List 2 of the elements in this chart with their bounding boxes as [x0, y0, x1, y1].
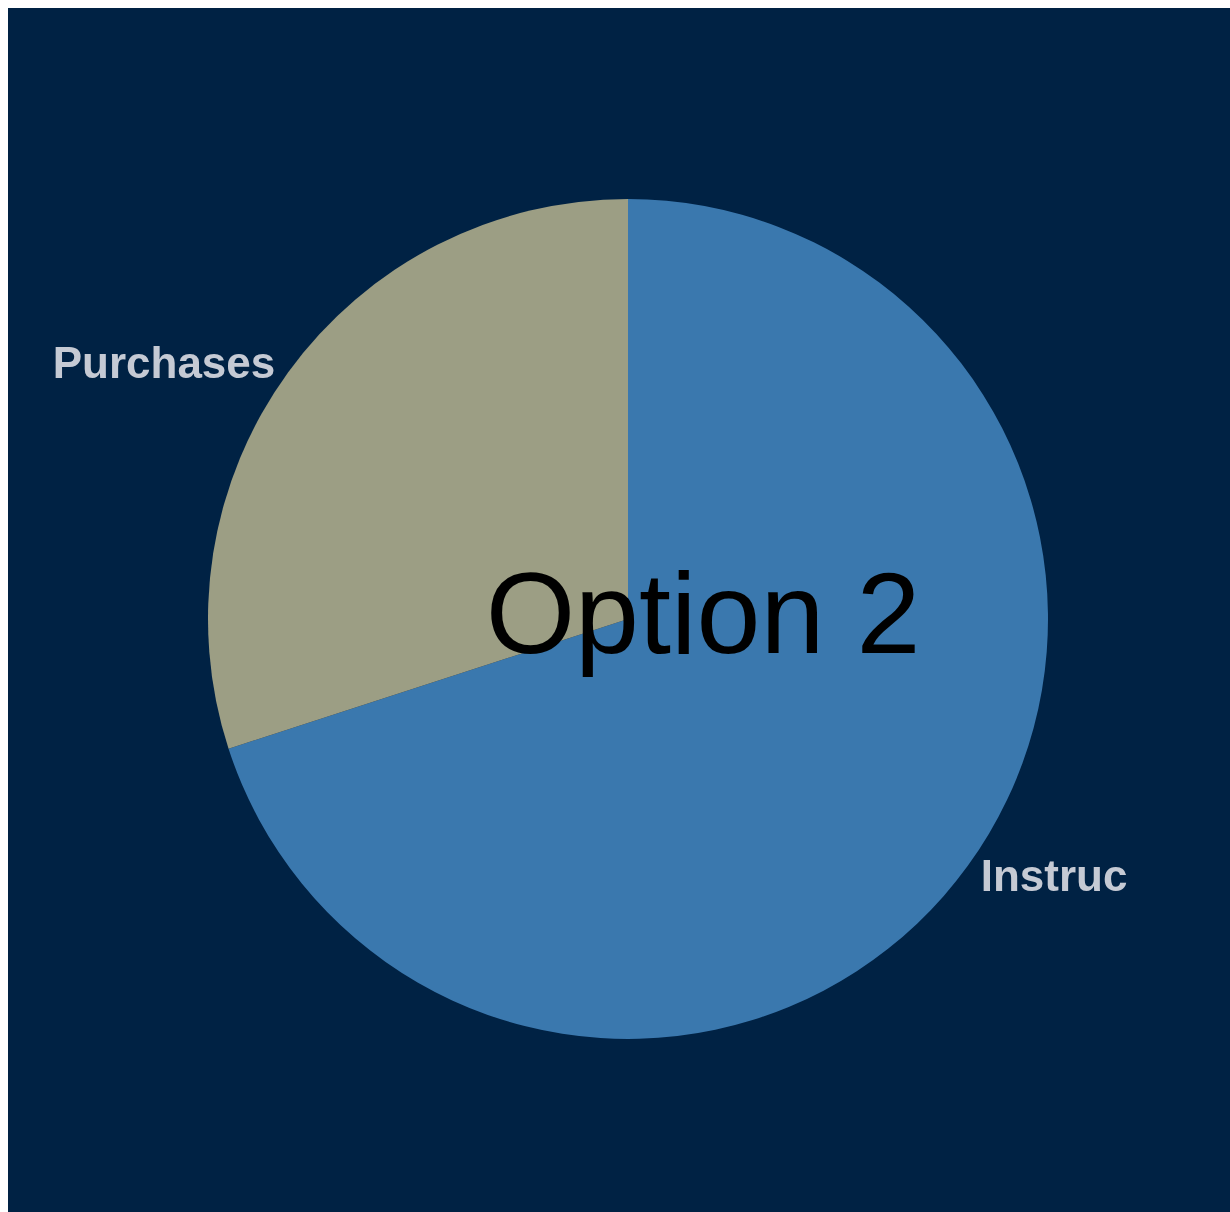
- slice-label: Purchases: [52, 338, 276, 388]
- slice-label: Instruc: [980, 850, 1128, 900]
